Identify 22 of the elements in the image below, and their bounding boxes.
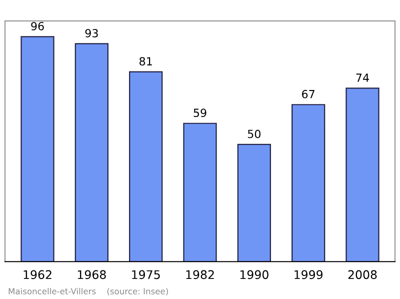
data-label: 93 [85,28,98,38]
x-tick-label: 1999 [294,270,323,280]
x-tick-label: 1975 [132,270,160,280]
data-label: 59 [194,108,206,118]
bar [74,43,108,262]
data-label: 96 [31,22,44,30]
bar [129,71,163,262]
text: Maisoncelle-et-Villers (source: Insee) [8,288,168,296]
bar [346,88,380,262]
data-label: 74 [356,74,369,82]
x-tick-label: 1962 [24,270,52,280]
x-tick-label: 1982 [186,270,214,280]
x-tick-label: 1990 [240,270,268,280]
data-label: 67 [302,90,314,98]
bar [183,122,217,262]
x-tick-label: 1968 [78,270,106,280]
bar [292,104,326,262]
bar [237,144,271,262]
data-label: 50 [248,130,260,138]
x-tick-label: 2008 [348,270,377,280]
data-label: 81 [140,57,152,66]
bar [20,36,54,262]
